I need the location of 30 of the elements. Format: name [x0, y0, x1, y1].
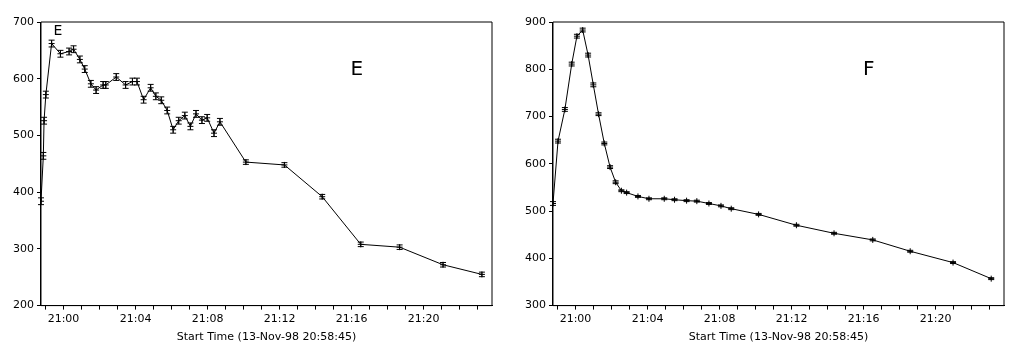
x-axis-title: Start Time (13-Nov-98 20:58:45): [176, 330, 357, 344]
x-axis-title: Start Time (13-Nov-98 20:58:45): [688, 330, 869, 344]
x-tick-label: 21:04: [631, 312, 664, 326]
x-tick-label: 21:12: [263, 312, 296, 326]
annotation: E: [350, 56, 364, 81]
y-tick-label: 400: [525, 251, 546, 265]
y-tick-label: 500: [13, 128, 34, 142]
x-tick-label: 21:16: [335, 312, 368, 326]
x-tick-label: 21:20: [407, 312, 440, 326]
x-tick-label: 21:12: [775, 312, 808, 326]
x-tick-label: 21:08: [703, 312, 736, 326]
y-tick-label: 600: [525, 156, 546, 170]
y-tick-label: 300: [13, 241, 34, 255]
x-tick-label: 21:16: [847, 312, 880, 326]
annotation: F: [862, 56, 875, 81]
x-tick-label: 21:20: [919, 312, 952, 326]
x-tick-label: 21:00: [559, 312, 592, 326]
y-tick-label: 700: [525, 109, 546, 123]
y-tick-label: 400: [13, 185, 34, 199]
y-tick-label: 700: [13, 14, 34, 28]
y-tick-label: 200: [13, 298, 34, 312]
x-tick-label: 21:08: [191, 312, 224, 326]
y-tick-label: 600: [13, 71, 34, 85]
y-tick-label: 300: [525, 298, 546, 312]
y-tick-label: 500: [525, 203, 546, 217]
x-tick-label: 21:04: [119, 312, 152, 326]
annotation: E: [53, 22, 63, 39]
y-tick-label: 900: [525, 14, 546, 28]
x-tick-label: 21:00: [47, 312, 80, 326]
y-tick-label: 800: [525, 62, 546, 76]
